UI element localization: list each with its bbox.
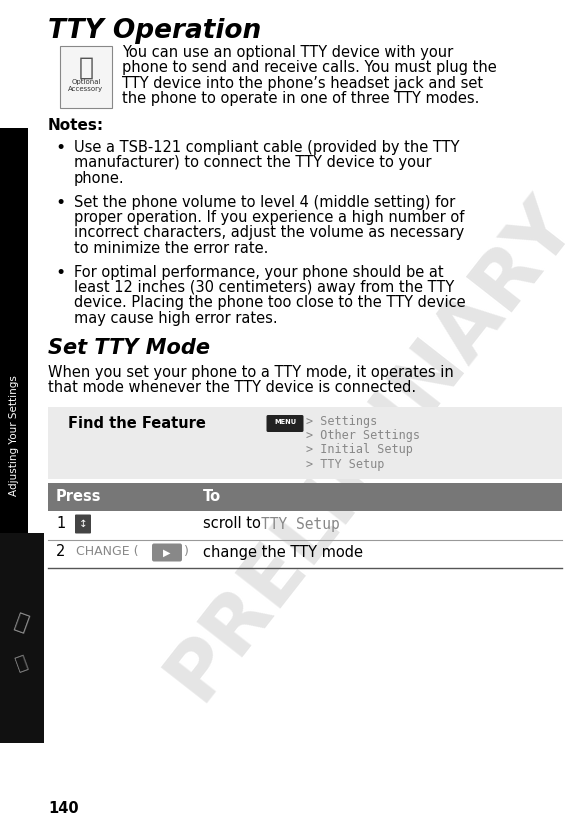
Text: Optional
Accessory: Optional Accessory	[69, 79, 104, 92]
Text: Press: Press	[56, 489, 101, 504]
FancyBboxPatch shape	[75, 515, 91, 534]
Text: Find the Feature: Find the Feature	[68, 416, 206, 431]
Text: the phone to operate in one of three TTY modes.: the phone to operate in one of three TTY…	[122, 91, 480, 106]
Text: To: To	[203, 489, 221, 504]
Text: When you set your phone to a TTY mode, it operates in: When you set your phone to a TTY mode, i…	[48, 365, 454, 380]
Text: proper operation. If you experience a high number of: proper operation. If you experience a hi…	[74, 210, 464, 225]
Bar	[0, 533, 44, 743]
Text: TTY Setup: TTY Setup	[261, 516, 340, 531]
Text: that mode whenever the TTY device is connected.: that mode whenever the TTY device is con…	[48, 380, 416, 395]
FancyBboxPatch shape	[152, 544, 182, 561]
Text: > TTY Setup: > TTY Setup	[306, 458, 384, 470]
Text: ↕: ↕	[79, 519, 87, 529]
Bar	[60, 46, 112, 108]
Text: MENU: MENU	[274, 420, 296, 426]
Bar	[48, 407, 562, 479]
Text: > Other Settings: > Other Settings	[306, 430, 420, 442]
Text: Set the phone volume to level 4 (middle setting) for: Set the phone volume to level 4 (middle …	[74, 194, 455, 210]
Text: TTY device into the phone’s headset jack and set: TTY device into the phone’s headset jack…	[122, 76, 483, 91]
Text: 📱: 📱	[79, 56, 94, 80]
Text: •: •	[55, 194, 65, 211]
Text: may cause high error rates.: may cause high error rates.	[74, 311, 278, 326]
Bar	[48, 484, 562, 511]
Text: change the TTY mode: change the TTY mode	[203, 545, 363, 560]
Text: TTY Operation: TTY Operation	[48, 18, 261, 44]
Text: phone.: phone.	[74, 171, 125, 186]
Text: Use a TSB-121 compliant cable (provided by the TTY: Use a TSB-121 compliant cable (provided …	[74, 140, 460, 155]
Text: •: •	[55, 263, 65, 282]
Text: phone to send and receive calls. You must plug the: phone to send and receive calls. You mus…	[122, 60, 497, 75]
Text: Notes:: Notes:	[48, 118, 104, 133]
Text: incorrect characters, adjust the volume as necessary: incorrect characters, adjust the volume …	[74, 225, 464, 241]
Text: 140: 140	[48, 801, 79, 816]
Text: ▶: ▶	[163, 547, 171, 557]
Text: 1: 1	[56, 516, 65, 531]
Text: > Initial Setup: > Initial Setup	[306, 443, 413, 457]
Text: to minimize the error rate.: to minimize the error rate.	[74, 241, 268, 256]
Text: least 12 inches (30 centimeters) away from the TTY: least 12 inches (30 centimeters) away fr…	[74, 280, 454, 295]
Text: PRELIMINARY: PRELIMINARY	[151, 183, 582, 713]
Text: > Settings: > Settings	[306, 416, 377, 428]
Text: CHANGE (: CHANGE (	[76, 545, 139, 557]
Text: Set TTY Mode: Set TTY Mode	[48, 339, 210, 359]
Text: manufacturer) to connect the TTY device to your: manufacturer) to connect the TTY device …	[74, 156, 431, 170]
Text: For optimal performance, your phone should be at: For optimal performance, your phone shou…	[74, 265, 443, 280]
Text: Adjusting Your Settings: Adjusting Your Settings	[9, 375, 19, 496]
Text: scroll to: scroll to	[203, 516, 265, 531]
FancyBboxPatch shape	[267, 415, 303, 432]
Text: •: •	[55, 139, 65, 157]
Text: 🔧: 🔧	[12, 611, 31, 634]
Text: You can use an optional TTY device with your: You can use an optional TTY device with …	[122, 45, 453, 60]
Text: 🔑: 🔑	[13, 652, 31, 674]
Text: device. Placing the phone too close to the TTY device: device. Placing the phone too close to t…	[74, 296, 466, 311]
Text: 2: 2	[56, 545, 65, 560]
Bar	[0, 128, 28, 743]
Text: ): )	[184, 545, 189, 557]
